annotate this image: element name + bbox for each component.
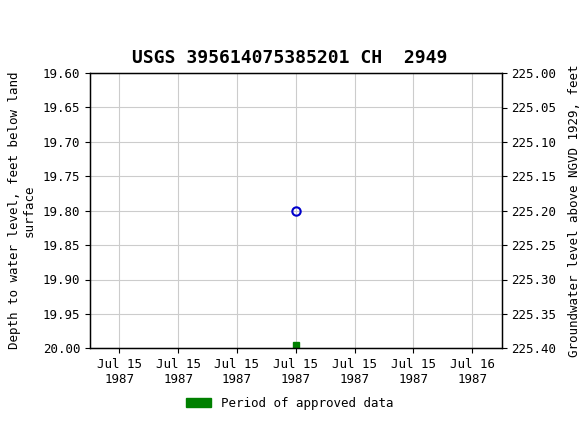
Legend: Period of approved data: Period of approved data bbox=[181, 392, 399, 415]
Y-axis label: Depth to water level, feet below land
surface: Depth to water level, feet below land su… bbox=[8, 72, 36, 350]
Y-axis label: Groundwater level above NGVD 1929, feet: Groundwater level above NGVD 1929, feet bbox=[568, 64, 580, 357]
Text: █USGS: █USGS bbox=[12, 11, 86, 41]
Text: USGS 395614075385201 CH  2949: USGS 395614075385201 CH 2949 bbox=[132, 49, 448, 67]
